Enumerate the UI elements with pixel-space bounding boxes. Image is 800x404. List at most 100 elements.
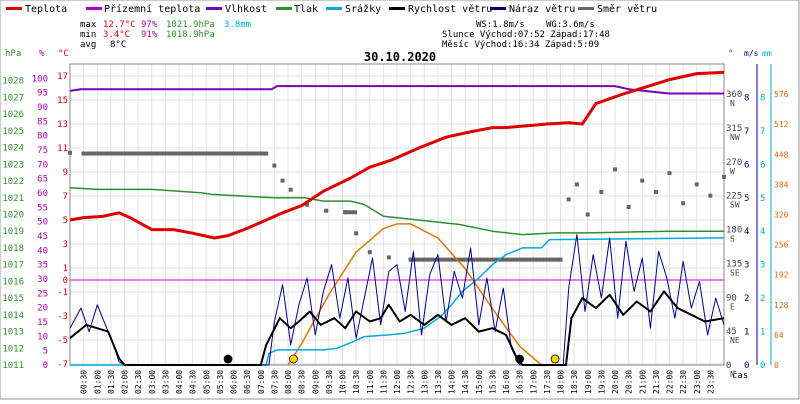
- tick-hpa: 1011: [2, 361, 24, 371]
- axes-ticks: 1011101210131014101510161017101810191020…: [2, 64, 789, 394]
- tick-compass: N: [730, 99, 735, 108]
- tick-time: 06:00: [230, 370, 239, 394]
- direction-mark: [205, 151, 210, 156]
- direction-mark: [245, 151, 250, 156]
- tick-time: 11:30: [379, 370, 388, 394]
- direction-mark: [186, 151, 191, 156]
- direction-mark: [272, 163, 277, 168]
- tick-compass: W: [730, 167, 735, 176]
- direction-mark: [199, 151, 204, 156]
- tick-hpa: 1023: [2, 160, 24, 170]
- direction-mark: [464, 257, 469, 262]
- direction-mark: [487, 257, 492, 262]
- tick-degree: 270: [726, 158, 742, 168]
- tick-time: 01:00: [93, 370, 102, 394]
- direction-mark: [681, 201, 686, 206]
- tick-time: 03:30: [161, 370, 170, 394]
- legend-swatch-smer-vetru: [578, 7, 594, 10]
- direction-mark: [196, 151, 201, 156]
- tick-mm: 7: [760, 127, 765, 137]
- direction-mark: [324, 208, 329, 213]
- direction-mark: [431, 257, 436, 262]
- tick-pct: 55: [37, 203, 48, 213]
- sun-moon-marker: [289, 354, 298, 364]
- axis-pct-label: %: [39, 49, 45, 59]
- direction-mark: [529, 257, 534, 262]
- tick-time: 16:30: [516, 370, 525, 394]
- direction-mark: [386, 255, 391, 260]
- tick-time: 18:30: [570, 370, 579, 394]
- tick-pct: 85: [37, 117, 48, 127]
- stats-min-temp: 3.4°C: [103, 30, 130, 40]
- direction-mark: [111, 151, 116, 156]
- stats-min-hum: 91%: [141, 30, 158, 40]
- tick-time: 09:00: [311, 370, 320, 394]
- direction-mark: [509, 257, 514, 262]
- tick-sun: 0: [774, 361, 779, 370]
- tick-hpa: 1012: [2, 344, 24, 354]
- stats-block: max 12.7°C 97% 1021.9hPa 3.8mm min 3.4°C…: [80, 20, 610, 50]
- tick-celsius: 5: [63, 216, 68, 226]
- direction-mark: [261, 151, 266, 156]
- tick-sun: 64: [774, 331, 784, 340]
- direction-mark: [192, 151, 197, 156]
- legend-label-srazky: Srážky: [345, 3, 381, 15]
- direction-mark: [585, 212, 590, 217]
- direction-mark: [104, 151, 109, 156]
- direction-mark: [251, 151, 256, 156]
- direction-mark: [169, 151, 174, 156]
- tick-ms: 1: [744, 328, 749, 338]
- direction-mark: [222, 151, 227, 156]
- direction-mark: [163, 151, 168, 156]
- legend-swatch-tlak: [276, 7, 292, 10]
- tick-celsius: -7: [57, 360, 68, 370]
- direction-mark: [722, 174, 726, 179]
- tick-time: 17:30: [543, 370, 552, 394]
- direction-mark: [232, 151, 237, 156]
- stats-max-hum: 97%: [141, 20, 158, 30]
- direction-mark: [215, 151, 220, 156]
- tick-mm: 6: [760, 160, 765, 170]
- tick-celsius: 11: [57, 144, 68, 154]
- tick-celsius: 15: [57, 96, 68, 106]
- axis-mm-label: mm: [762, 49, 772, 58]
- tick-compass: NE: [730, 336, 740, 345]
- legend: Teplota Přízemní teplota Vlhkost Tlak Sr…: [6, 3, 657, 15]
- direction-mark: [434, 257, 439, 262]
- tick-degree: 360: [726, 90, 742, 100]
- direction-mark: [107, 151, 112, 156]
- axis-degree-label: °: [728, 49, 733, 59]
- direction-mark: [264, 151, 269, 156]
- tick-time: 08:00: [284, 370, 293, 394]
- plot-frame: [69, 63, 725, 366]
- tick-time: 14:30: [461, 370, 470, 394]
- legend-label-naraz-vetru: Náraz větru: [509, 3, 575, 15]
- tick-time: 20:00: [611, 370, 620, 394]
- direction-mark: [421, 257, 426, 262]
- direction-mark: [189, 151, 194, 156]
- legend-swatch-vlhkost: [206, 7, 222, 10]
- legend-item-smer-vetru: Směr větru: [578, 3, 657, 15]
- axis-celsius-label: °C: [58, 49, 69, 59]
- direction-mark: [349, 210, 354, 215]
- direction-mark: [408, 257, 413, 262]
- tick-pct: 65: [37, 175, 48, 185]
- stats-min-label: min: [80, 30, 96, 40]
- direction-mark: [176, 151, 181, 156]
- tick-celsius: 7: [63, 192, 68, 202]
- stats-max-rain: 3.8mm: [224, 20, 251, 30]
- tick-hpa: 1015: [2, 294, 24, 304]
- direction-mark: [523, 257, 528, 262]
- legend-item-naraz-vetru: Náraz větru: [490, 3, 575, 15]
- direction-mark: [225, 151, 230, 156]
- tick-hpa: 1017: [2, 261, 24, 271]
- tick-hpa: 1013: [2, 328, 24, 338]
- direction-mark: [258, 151, 263, 156]
- tick-ms: 7: [744, 127, 749, 137]
- tick-compass: NW: [730, 133, 740, 142]
- direction-mark: [418, 257, 423, 262]
- direction-mark: [94, 151, 99, 156]
- tick-compass: S: [730, 235, 735, 244]
